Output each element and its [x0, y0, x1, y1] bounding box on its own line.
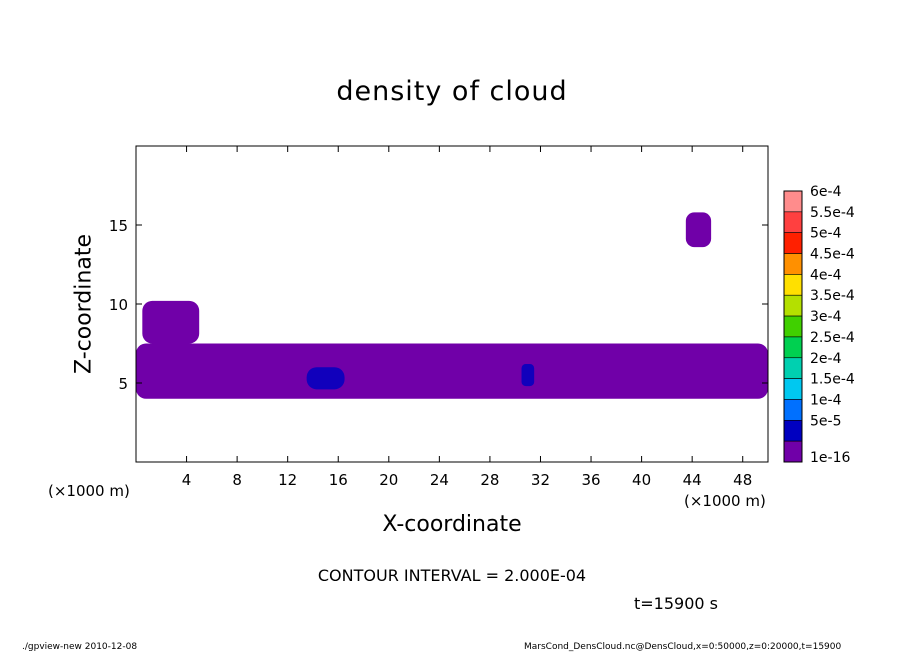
- colorbar-swatch: [783, 336, 803, 359]
- y-tick-label: 10: [109, 296, 128, 314]
- x-tick-label: 24: [430, 471, 449, 489]
- y-axis-label: Z-coordinate: [71, 234, 97, 374]
- time-stamp: t=15900 s: [634, 594, 718, 613]
- x-axis: 4 8 12 16 20 24 28 32 36 40 44 48: [182, 146, 752, 489]
- colorbar-swatch: [783, 420, 803, 442]
- cloud-region-0: [136, 343, 768, 399]
- x-axis-label: X-coordinate: [382, 512, 522, 537]
- x-tick-label: 44: [683, 471, 702, 489]
- y-tick-label: 15: [109, 217, 128, 235]
- x-tick-label: 48: [733, 471, 752, 489]
- cloud-region-4: [521, 364, 535, 387]
- footer-program: ./gpview-new 2010-12-08: [22, 642, 138, 652]
- colorbar-label: 4.5e-4: [810, 247, 855, 263]
- colorbar-label: 2e-4: [810, 351, 842, 367]
- plot-frame: [135, 145, 769, 463]
- colorbar-swatch: [783, 274, 803, 296]
- colorbar-swatch: [783, 232, 803, 254]
- cloud-region-1: [142, 300, 200, 344]
- colorbar-label: 6e-4: [810, 184, 842, 200]
- colorbar-label: 4e-4: [810, 267, 842, 283]
- x-tick-label: 8: [232, 471, 242, 489]
- y-tick-label: 5: [118, 375, 128, 393]
- colorbar-label: 2.5e-4: [810, 330, 855, 346]
- colorbar-label: 1e-16: [810, 450, 850, 466]
- colorbar-swatch: [783, 190, 803, 213]
- x-tick-label: 12: [278, 471, 297, 489]
- cloud-region-2: [685, 212, 712, 248]
- colorbar-swatch: [783, 211, 803, 233]
- cloud-region-3: [306, 367, 345, 390]
- colorbar-swatch: [783, 315, 803, 338]
- x-tick-label: 40: [632, 471, 651, 489]
- x-tick-label: 4: [182, 471, 192, 489]
- colorbar-swatch: [783, 294, 803, 317]
- colorbar-label: 1e-4: [810, 392, 842, 408]
- colorbar-swatch: [783, 253, 803, 275]
- x-tick-label: 32: [531, 471, 550, 489]
- x-tick-label: 28: [480, 471, 499, 489]
- colorbar-label: 5e-4: [810, 226, 842, 242]
- colorbar-swatch: [783, 440, 803, 463]
- y-axis: 5 10 15: [109, 217, 768, 393]
- cloud-field: [136, 212, 768, 399]
- colorbar-label: 3.5e-4: [810, 288, 855, 304]
- colorbar-swatch: [783, 357, 803, 379]
- colorbar-label: 5.5e-4: [810, 205, 855, 221]
- contour-interval: CONTOUR INTERVAL = 2.000E-04: [317, 566, 587, 585]
- x-unit-label-left: (×1000 m): [48, 482, 130, 500]
- colorbar-frame: [783, 190, 803, 463]
- colorbar-label: 5e-5: [810, 413, 841, 429]
- x-unit-label-right: (×1000 m): [684, 492, 766, 510]
- footer-source: MarsCond_DensCloud.nc@DensCloud,x=0:5000…: [524, 642, 842, 652]
- colorbar-swatch: [783, 399, 803, 421]
- colorbar-label: 1.5e-4: [810, 372, 855, 388]
- colorbar: 6e-4 5.5e-4 5e-4 4.5e-4 4e-4 3.5e-4 3e-4 2.5e-4…: [783, 184, 855, 466]
- x-tick-label: 36: [581, 471, 600, 489]
- chart-title: density of cloud: [336, 76, 568, 107]
- colorbar-swatch: [783, 378, 803, 400]
- x-tick-label: 16: [329, 471, 348, 489]
- x-tick-label: 20: [379, 471, 398, 489]
- colorbar-label: 3e-4: [810, 309, 842, 325]
